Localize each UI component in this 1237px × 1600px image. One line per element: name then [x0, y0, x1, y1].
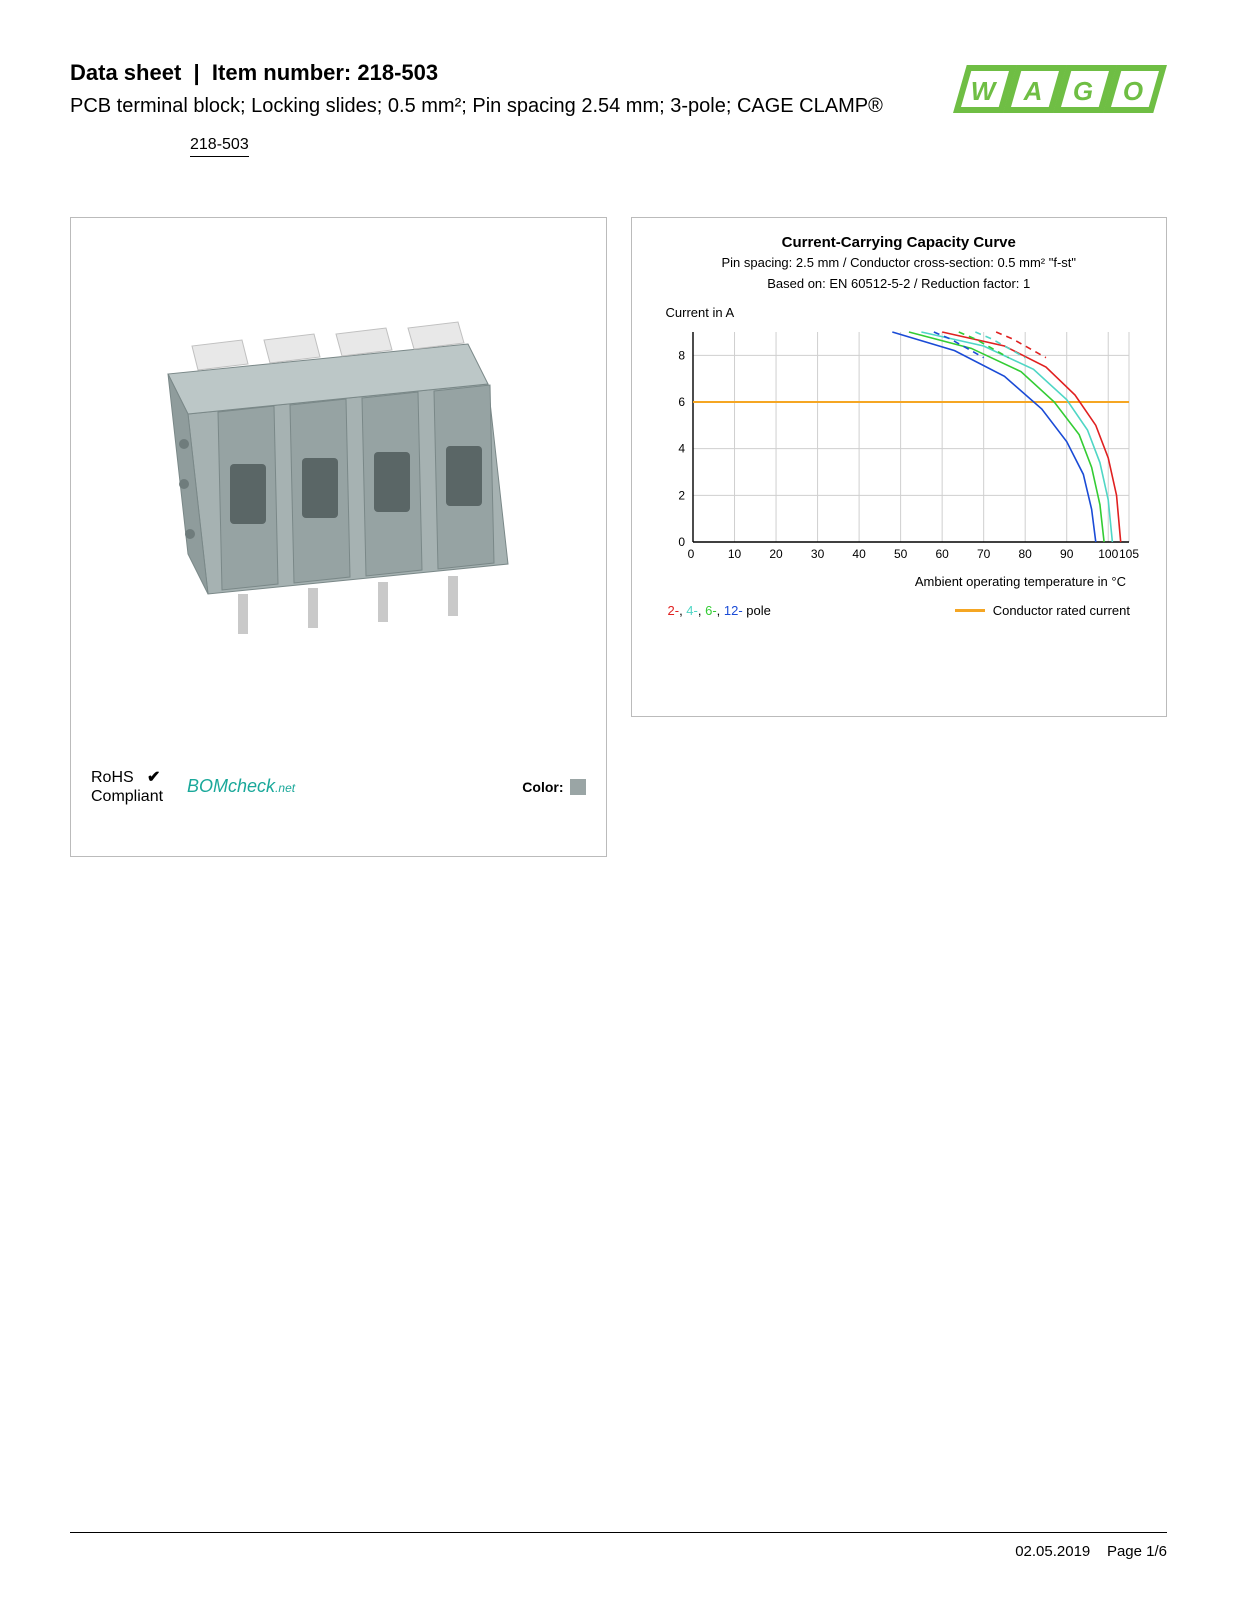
svg-text:2: 2: [678, 488, 685, 502]
chart-legend: 2-, 4-, 6-, 12- pole Conductor rated cur…: [648, 603, 1151, 618]
compliance-row: RoHS ✔ Compliant BOMcheck.net Color:: [91, 768, 586, 806]
svg-text:0: 0: [687, 547, 694, 561]
check-icon: ✔: [147, 769, 160, 786]
color-swatch: [570, 779, 586, 795]
title-item-label: Item number:: [212, 60, 351, 85]
legend-rated: Conductor rated current: [955, 603, 1130, 618]
wago-logo: WAGO: [947, 60, 1167, 120]
legend-rated-label: Conductor rated current: [993, 603, 1130, 618]
rohs-badge: RoHS ✔ Compliant: [91, 768, 163, 806]
svg-text:W: W: [971, 76, 998, 106]
chart-title: Current-Carrying Capacity Curve: [648, 234, 1151, 251]
product-panel: RoHS ✔ Compliant BOMcheck.net Color:: [70, 217, 607, 857]
chart-panel: Current-Carrying Capacity Curve Pin spac…: [631, 217, 1168, 717]
svg-text:0: 0: [678, 535, 685, 549]
bomcheck-badge: BOMcheck.net: [187, 776, 295, 797]
svg-text:40: 40: [852, 547, 866, 561]
footer-date: 02.05.2019: [1015, 1543, 1090, 1560]
rohs-line2: Compliant: [91, 788, 163, 805]
footer-page: Page 1/6: [1107, 1543, 1167, 1560]
legend-rated-line-icon: [955, 609, 985, 612]
title-item-number: 218-503: [357, 60, 438, 85]
product-image: [87, 234, 590, 734]
svg-text:20: 20: [769, 547, 783, 561]
chart-sub2: Based on: EN 60512-5-2 / Reduction facto…: [648, 276, 1151, 293]
title-line: Data sheet | Item number: 218-503: [70, 60, 947, 86]
svg-text:G: G: [1073, 76, 1093, 106]
svg-text:90: 90: [1060, 547, 1074, 561]
subtitle: PCB terminal block; Locking slides; 0.5 …: [70, 92, 947, 120]
svg-text:50: 50: [894, 547, 908, 561]
chart-plot: 0 10 20 30 40 50 60 70 80 90 100105 0 2 4 6 8: [659, 326, 1139, 566]
svg-text:105: 105: [1119, 547, 1139, 561]
svg-text:4: 4: [678, 441, 685, 455]
svg-text:A: A: [1023, 76, 1043, 106]
chart-xlabel: Ambient operating temperature in °C: [648, 574, 1151, 589]
rohs-line1: RoHS: [91, 769, 134, 786]
svg-text:10: 10: [728, 547, 742, 561]
header: Data sheet | Item number: 218-503 PCB te…: [70, 60, 1167, 157]
panels: RoHS ✔ Compliant BOMcheck.net Color: Cur…: [70, 217, 1167, 857]
svg-text:O: O: [1123, 76, 1143, 106]
item-code: 218-503: [190, 136, 249, 157]
color-label-group: Color:: [522, 779, 585, 795]
chart-ylabel: Current in A: [666, 305, 1151, 320]
legend-poles: 2-, 4-, 6-, 12- pole: [668, 603, 771, 618]
title-sep: |: [194, 60, 200, 85]
title-prefix: Data sheet: [70, 60, 181, 85]
footer-divider: [70, 1532, 1167, 1533]
footer-text: 02.05.2019 Page 1/6: [70, 1543, 1167, 1560]
svg-text:80: 80: [1018, 547, 1032, 561]
color-label: Color:: [522, 779, 563, 795]
footer: 02.05.2019 Page 1/6: [70, 1532, 1167, 1560]
svg-text:8: 8: [678, 348, 685, 362]
svg-text:6: 6: [678, 395, 685, 409]
chart-sub1: Pin spacing: 2.5 mm / Conductor cross-se…: [648, 255, 1151, 272]
bomcheck-sub: .net: [275, 781, 295, 795]
bomcheck-main: BOMcheck: [187, 776, 275, 796]
svg-text:30: 30: [811, 547, 825, 561]
svg-text:60: 60: [935, 547, 949, 561]
svg-text:100: 100: [1098, 547, 1118, 561]
header-left: Data sheet | Item number: 218-503 PCB te…: [70, 60, 947, 157]
svg-text:70: 70: [977, 547, 991, 561]
